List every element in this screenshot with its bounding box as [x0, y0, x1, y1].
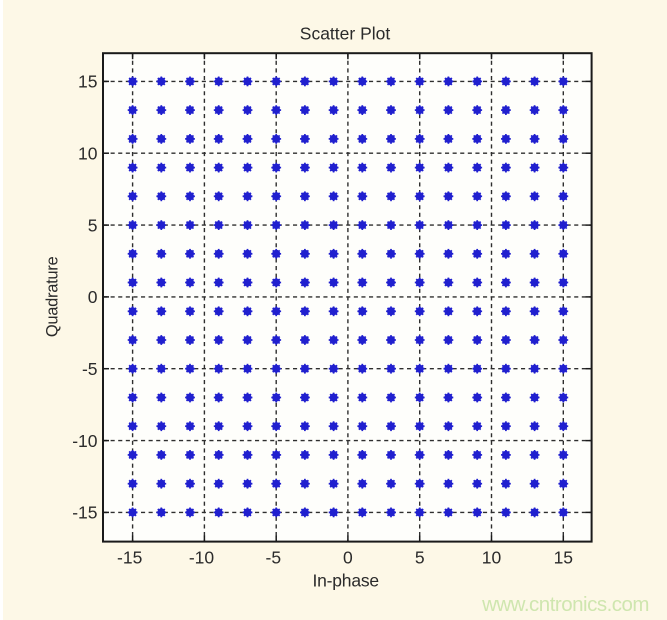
svg-text:15: 15: [78, 72, 97, 92]
svg-text:-5: -5: [82, 359, 98, 379]
svg-text:0: 0: [343, 548, 353, 568]
svg-text:In-phase: In-phase: [312, 571, 379, 591]
svg-text:-10: -10: [189, 548, 215, 568]
svg-text:10: 10: [482, 548, 502, 568]
svg-text:10: 10: [78, 144, 98, 164]
svg-text:5: 5: [415, 548, 425, 568]
svg-text:Scatter Plot: Scatter Plot: [300, 24, 391, 44]
svg-text:0: 0: [88, 287, 98, 307]
svg-text:www.cntronics.com: www.cntronics.com: [481, 593, 649, 616]
svg-text:-5: -5: [266, 548, 282, 568]
svg-text:-10: -10: [72, 431, 98, 451]
svg-text:15: 15: [554, 548, 573, 568]
svg-text:-15: -15: [117, 548, 142, 568]
svg-text:Quadrature: Quadrature: [44, 257, 62, 338]
svg-text:-15: -15: [72, 503, 97, 523]
svg-text:5: 5: [88, 215, 98, 235]
